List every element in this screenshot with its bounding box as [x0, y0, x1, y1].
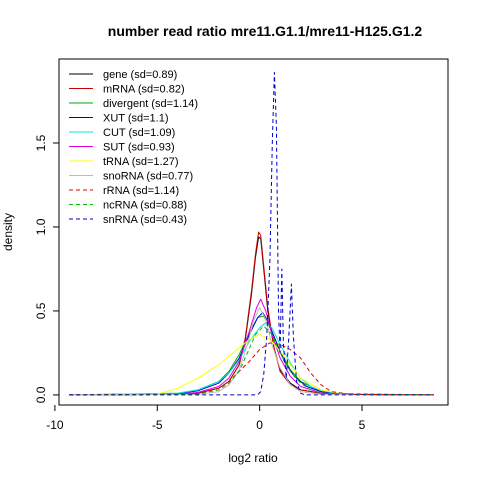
- y-axis: 0.0 0.5 1.0 1.5: [34, 134, 59, 403]
- y-tick-label: 0.0: [34, 386, 48, 403]
- plot-area: [69, 71, 434, 396]
- series-line-8: [69, 342, 434, 396]
- legend-entry-1: mRNA (sd=0.82): [103, 84, 185, 96]
- series-line-5: [69, 298, 434, 396]
- x-axis-label: log2 ratio: [228, 451, 278, 465]
- legend-entry-10: snRNA (sd=0.43): [103, 214, 187, 226]
- x-tick-label: -10: [46, 418, 64, 432]
- legend: gene (sd=0.89) mRNA (sd=0.82) divergent (s…: [69, 69, 198, 226]
- legend-entry-8: rRNA (sd=1.14): [103, 185, 179, 197]
- chart-title: number read ratio mre11.G1.1/mre11-H125.…: [108, 23, 423, 39]
- series-line-7: [69, 307, 434, 396]
- y-tick-label: 1.0: [34, 218, 48, 235]
- legend-entry-0: gene (sd=0.89): [103, 69, 177, 81]
- series-line-10: [69, 71, 434, 396]
- series-line-6: [69, 334, 434, 396]
- x-tick-label: 0: [256, 418, 263, 432]
- legend-entry-4: CUT (sd=1.09): [103, 127, 175, 139]
- y-tick-label: 0.5: [34, 302, 48, 319]
- x-tick-label: 5: [359, 418, 366, 432]
- y-axis-label: density: [1, 213, 15, 251]
- plot-frame: [58, 58, 449, 406]
- legend-entry-6: tRNA (sd=1.27): [103, 156, 179, 168]
- legend-entry-5: SUT (sd=0.93): [103, 142, 175, 154]
- series-line-4: [69, 322, 434, 396]
- legend-entry-2: divergent (sd=1.14): [103, 98, 198, 110]
- legend-entry-3: XUT (sd=1.1): [103, 113, 169, 125]
- y-tick-label: 1.5: [34, 134, 48, 151]
- x-tick-label: -5: [152, 418, 163, 432]
- legend-entry-7: snoRNA (sd=0.77): [103, 171, 193, 183]
- legend-entry-9: ncRNA (sd=0.88): [103, 200, 187, 212]
- x-axis: -10 -5 0 5: [46, 405, 366, 432]
